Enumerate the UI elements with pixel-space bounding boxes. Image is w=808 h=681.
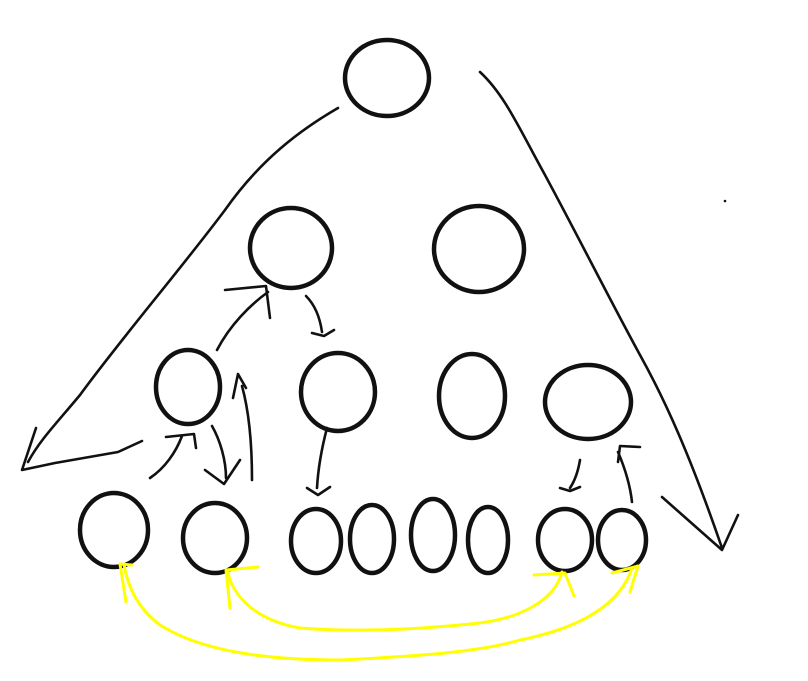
level1-node-left (247, 205, 335, 291)
right-descent-arrow (478, 70, 724, 550)
highlight-arrows (118, 562, 640, 662)
down-arrow-to-leaf-7 (558, 458, 582, 493)
up-arrow-from-leaf-8 (616, 444, 642, 504)
leaf-node-7 (535, 506, 595, 574)
up-arrow-from-leaf-1 (148, 432, 198, 480)
down-arrow-to-leaf-2 (203, 424, 242, 486)
yellow-arrow-leaf8-to-leaf1 (122, 562, 634, 662)
down-arrow-level1-to-level2 (304, 294, 336, 338)
leaf-node-5 (408, 496, 458, 574)
leaf-node-4 (347, 502, 397, 576)
down-arrow-to-leaf-3 (305, 426, 332, 497)
stray-dot (723, 199, 727, 203)
leaf-node-3 (288, 506, 344, 576)
yellow-arrow-leaf7-to-leaf2 (226, 568, 564, 632)
leaf-node-1 (77, 490, 151, 570)
left-descent-arrowhead (20, 426, 144, 472)
right-descent-arrowhead (660, 495, 740, 552)
traversal-arrows (20, 70, 740, 552)
yellow-arrowhead-leaf7 (532, 571, 576, 598)
root-node (342, 37, 432, 119)
yellow-arrowhead-leaf8 (610, 564, 640, 594)
leaf-node-6 (465, 504, 511, 576)
level2-node-2 (298, 350, 378, 434)
level2-node-1 (153, 347, 223, 427)
leaf-node-2 (180, 500, 250, 576)
yellow-arrowhead-leaf1 (118, 562, 134, 604)
level2-node-4 (542, 362, 634, 442)
left-descent-arrow (26, 106, 340, 464)
yellow-arrowhead-leaf2 (224, 565, 260, 610)
level2-node-3 (436, 351, 508, 441)
up-arrow-from-leaf-2 (231, 372, 254, 482)
level1-node-right (431, 203, 527, 295)
up-arrow-level2-to-level1 (215, 284, 272, 352)
